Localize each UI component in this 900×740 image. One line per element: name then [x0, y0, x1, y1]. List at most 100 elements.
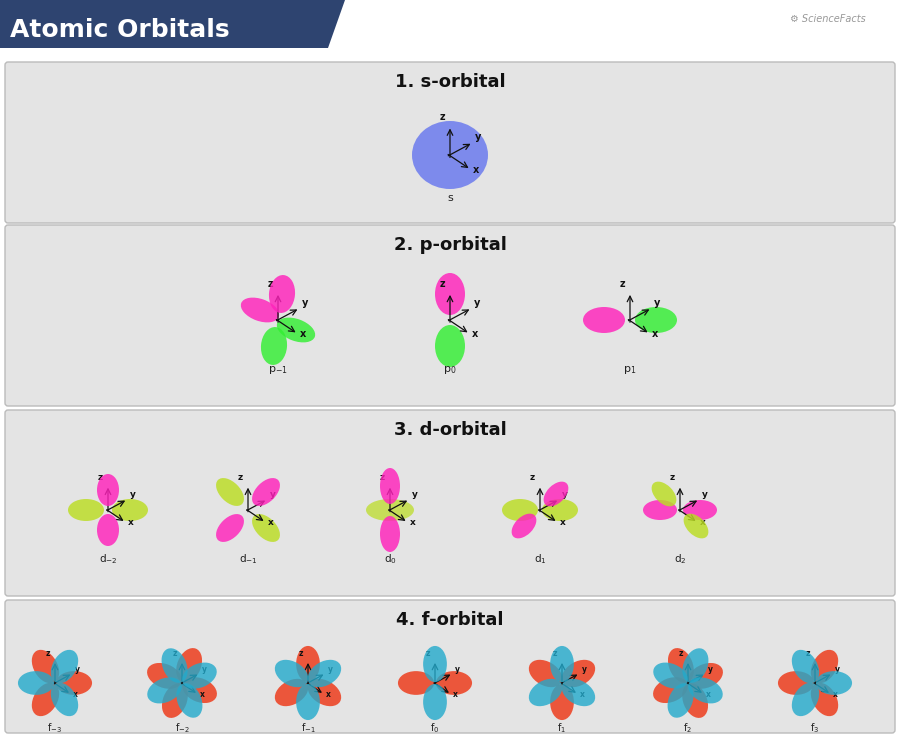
Text: f$_{2}$: f$_{2}$	[683, 721, 692, 735]
Ellipse shape	[252, 478, 280, 506]
Text: x: x	[706, 690, 711, 699]
Text: x: x	[200, 690, 205, 699]
Text: z: z	[670, 474, 675, 482]
Ellipse shape	[176, 683, 202, 718]
Text: y: y	[654, 298, 661, 308]
Text: z: z	[267, 279, 273, 289]
Text: Atomic Orbitals: Atomic Orbitals	[10, 18, 230, 42]
Text: f$_{-3}$: f$_{-3}$	[48, 721, 62, 735]
Text: p$_{-1}$: p$_{-1}$	[268, 364, 288, 376]
Ellipse shape	[502, 499, 538, 521]
Ellipse shape	[366, 499, 414, 521]
Ellipse shape	[583, 307, 625, 333]
Ellipse shape	[688, 663, 723, 689]
Text: f$_{3}$: f$_{3}$	[810, 721, 820, 735]
Ellipse shape	[308, 660, 341, 687]
Ellipse shape	[182, 662, 217, 689]
Ellipse shape	[792, 683, 819, 716]
Ellipse shape	[241, 297, 279, 323]
Text: f$_{-1}$: f$_{-1}$	[301, 721, 315, 735]
Text: y: y	[475, 132, 482, 142]
Text: d$_{-1}$: d$_{-1}$	[238, 552, 257, 566]
Ellipse shape	[56, 671, 92, 695]
Ellipse shape	[148, 677, 182, 704]
Text: y: y	[270, 491, 275, 500]
Ellipse shape	[162, 683, 188, 718]
Text: y: y	[702, 491, 707, 500]
Ellipse shape	[308, 679, 341, 706]
Text: x: x	[472, 329, 478, 339]
Text: 4. f-orbital: 4. f-orbital	[396, 611, 504, 629]
Text: y: y	[562, 491, 568, 500]
Text: y: y	[75, 665, 80, 673]
Ellipse shape	[562, 679, 595, 706]
Text: x: x	[73, 690, 78, 699]
Text: z: z	[806, 649, 810, 658]
Ellipse shape	[68, 499, 104, 521]
Ellipse shape	[652, 482, 677, 506]
Text: d$_{2}$: d$_{2}$	[674, 552, 687, 566]
Ellipse shape	[544, 482, 569, 506]
Text: z: z	[439, 112, 445, 122]
Ellipse shape	[216, 478, 244, 506]
Text: z: z	[553, 649, 557, 658]
Ellipse shape	[684, 514, 708, 539]
Ellipse shape	[435, 325, 465, 367]
Text: f$_{0}$: f$_{0}$	[430, 721, 440, 735]
Ellipse shape	[811, 650, 838, 683]
Ellipse shape	[635, 307, 677, 333]
Text: ⚙ ScienceFacts: ⚙ ScienceFacts	[790, 14, 866, 24]
Ellipse shape	[277, 317, 315, 343]
Ellipse shape	[274, 660, 309, 687]
Ellipse shape	[412, 121, 488, 189]
Text: 3. d-orbital: 3. d-orbital	[393, 421, 507, 439]
Ellipse shape	[269, 275, 295, 313]
Ellipse shape	[668, 683, 694, 718]
Ellipse shape	[162, 648, 187, 683]
Text: y: y	[581, 665, 587, 673]
Ellipse shape	[792, 650, 819, 683]
Ellipse shape	[436, 671, 472, 695]
Text: z: z	[299, 649, 303, 658]
Ellipse shape	[682, 683, 708, 718]
Ellipse shape	[112, 499, 148, 521]
Ellipse shape	[398, 671, 434, 695]
Ellipse shape	[50, 650, 78, 683]
Ellipse shape	[682, 648, 708, 683]
Text: x: x	[652, 329, 658, 339]
Ellipse shape	[32, 650, 59, 683]
Text: y: y	[202, 665, 207, 673]
Ellipse shape	[423, 684, 447, 720]
Ellipse shape	[183, 677, 217, 703]
Ellipse shape	[653, 662, 688, 689]
Text: d$_{1}$: d$_{1}$	[534, 552, 546, 566]
Text: z: z	[426, 649, 430, 658]
Ellipse shape	[380, 468, 400, 504]
Text: p$_{0}$: p$_{0}$	[443, 364, 457, 376]
Text: p$_{1}$: p$_{1}$	[624, 364, 636, 376]
Text: x: x	[453, 690, 458, 699]
Text: y: y	[834, 665, 840, 673]
Text: x: x	[268, 518, 274, 528]
Ellipse shape	[542, 499, 578, 521]
Text: z: z	[439, 279, 445, 289]
Ellipse shape	[550, 646, 574, 682]
Ellipse shape	[296, 646, 320, 682]
Text: s: s	[447, 193, 453, 203]
Ellipse shape	[778, 671, 814, 695]
Text: z: z	[46, 649, 50, 658]
Ellipse shape	[816, 671, 852, 695]
Ellipse shape	[97, 514, 119, 546]
Text: 2. p-orbital: 2. p-orbital	[393, 236, 507, 254]
Text: y: y	[302, 298, 309, 308]
Ellipse shape	[423, 646, 447, 682]
Text: d$_{0}$: d$_{0}$	[383, 552, 396, 566]
Ellipse shape	[643, 500, 677, 520]
Ellipse shape	[252, 514, 280, 542]
Ellipse shape	[216, 514, 244, 542]
Text: z: z	[380, 474, 385, 482]
Text: x: x	[326, 690, 331, 699]
Text: x: x	[833, 690, 838, 699]
Text: y: y	[130, 491, 136, 500]
Ellipse shape	[668, 648, 694, 683]
